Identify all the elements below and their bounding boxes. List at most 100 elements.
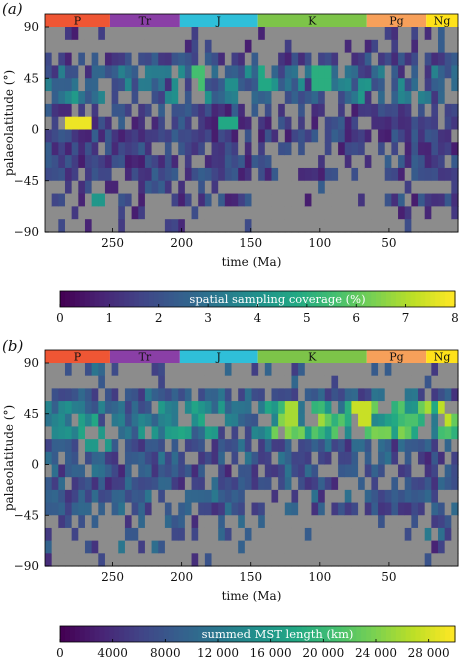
- heatmap-cell: [431, 91, 439, 105]
- heatmap-cell: [151, 103, 159, 118]
- heatmap-cell: [98, 193, 106, 207]
- heatmap-cell: [118, 388, 126, 402]
- heatmap-cell: [204, 193, 213, 207]
- heatmap-cell: [218, 142, 226, 156]
- heatmap-cell: [371, 489, 379, 504]
- colorbar-segment: [69, 626, 76, 642]
- heatmap-cell: [91, 167, 99, 182]
- heatmap-cell: [291, 142, 299, 156]
- heatmap-cell: [58, 65, 66, 79]
- heatmap-cell: [218, 553, 226, 567]
- heatmap-cell: [78, 129, 86, 143]
- y-axis-label: palaeolatitude (°): [2, 405, 16, 511]
- heatmap-cell: [124, 155, 133, 169]
- heatmap-cell: [444, 65, 452, 79]
- colorbar-segment: [385, 291, 392, 307]
- colorbar-segment: [158, 291, 165, 307]
- colorbar-segment: [410, 626, 417, 642]
- heatmap-cell: [391, 489, 399, 504]
- colorbar-tick-label: 20 000: [302, 646, 344, 660]
- colorbar-tick-label: 7: [402, 311, 410, 325]
- plot-frame: [44, 13, 459, 233]
- heatmap-cell: [84, 180, 93, 195]
- heatmap-cell: [324, 65, 333, 79]
- heatmap-cell: [391, 129, 399, 143]
- heatmap-cell: [384, 65, 392, 79]
- heatmap-cell: [358, 193, 366, 207]
- heatmap-cell: [264, 527, 273, 542]
- heatmap-cell: [184, 206, 193, 220]
- heatmap-cell: [204, 91, 213, 105]
- heatmap-cell: [84, 375, 93, 389]
- heatmap-cell: [71, 375, 79, 389]
- heatmap-cell: [338, 464, 346, 478]
- heatmap-cell: [184, 527, 193, 542]
- heatmap-cell: [144, 116, 153, 131]
- heatmap-cell: [151, 363, 159, 377]
- heatmap-cell: [218, 206, 226, 220]
- heatmap-cell: [258, 116, 266, 131]
- colorbar-segment: [287, 626, 293, 642]
- heatmap-cell: [244, 180, 253, 195]
- heatmap-cell: [124, 426, 133, 440]
- heatmap-cell: [258, 219, 266, 233]
- heatmap-cell: [218, 388, 226, 402]
- heatmap-cell: [131, 142, 139, 156]
- heatmap-cell: [244, 451, 253, 466]
- heatmap-cell: [218, 363, 226, 377]
- heatmap-cell: [58, 206, 66, 220]
- heatmap-cell: [104, 527, 113, 542]
- heatmap-cell: [71, 167, 79, 182]
- y-tick-label: 45: [24, 407, 39, 421]
- heatmap-cell: [158, 363, 166, 377]
- colorbar-tick-label: 28 000: [408, 646, 450, 660]
- heatmap-cell: [78, 39, 86, 54]
- heatmap-cell: [424, 129, 432, 143]
- heatmap-cell: [231, 116, 239, 131]
- heatmap-cell: [51, 180, 59, 195]
- colorbar-segment: [139, 291, 145, 307]
- colorbar-segment: [178, 291, 185, 307]
- heatmap-cell: [378, 375, 386, 389]
- colorbar-segment: [153, 291, 160, 307]
- colorbar-segment: [435, 626, 441, 642]
- heatmap-cell: [171, 142, 179, 156]
- heatmap-cell: [364, 219, 373, 233]
- heatmap-cell: [78, 116, 86, 131]
- heatmap-cell: [391, 540, 399, 554]
- heatmap-cell: [144, 502, 153, 516]
- heatmap-cell: [451, 91, 459, 105]
- heatmap-cell: [111, 540, 119, 554]
- heatmap-cell: [378, 527, 386, 542]
- heatmap-cell: [284, 193, 293, 207]
- heatmap-cell: [78, 388, 86, 402]
- heatmap-cell: [118, 489, 126, 504]
- heatmap-cell: [284, 375, 293, 389]
- heatmap-cell: [191, 451, 199, 466]
- heatmap-cell: [178, 540, 186, 554]
- heatmap-cell: [284, 502, 293, 516]
- heatmap-cell: [198, 388, 206, 402]
- heatmap-cell: [158, 103, 166, 118]
- heatmap-cell: [358, 553, 366, 567]
- y-tick-label: 90: [24, 20, 39, 34]
- heatmap-cell: [324, 477, 333, 491]
- heatmap-cell: [158, 451, 166, 466]
- heatmap-cell: [64, 401, 73, 415]
- heatmap-cell: [371, 375, 379, 389]
- heatmap-cell: [51, 401, 59, 415]
- heatmap-cell: [318, 39, 326, 54]
- heatmap-cell: [291, 103, 299, 118]
- heatmap-cell: [338, 451, 346, 466]
- heatmap-cell: [311, 219, 319, 233]
- heatmap-cell: [398, 155, 406, 169]
- heatmap-cell: [411, 426, 419, 440]
- heatmap-cell: [364, 193, 373, 207]
- heatmap-cell: [344, 413, 353, 428]
- heatmap-cell: [404, 489, 412, 504]
- heatmap-cell: [231, 206, 239, 220]
- heatmap-cell: [398, 363, 406, 377]
- heatmap-cell: [224, 477, 233, 491]
- heatmap-cell: [264, 155, 273, 169]
- colorbar-segment: [400, 626, 407, 642]
